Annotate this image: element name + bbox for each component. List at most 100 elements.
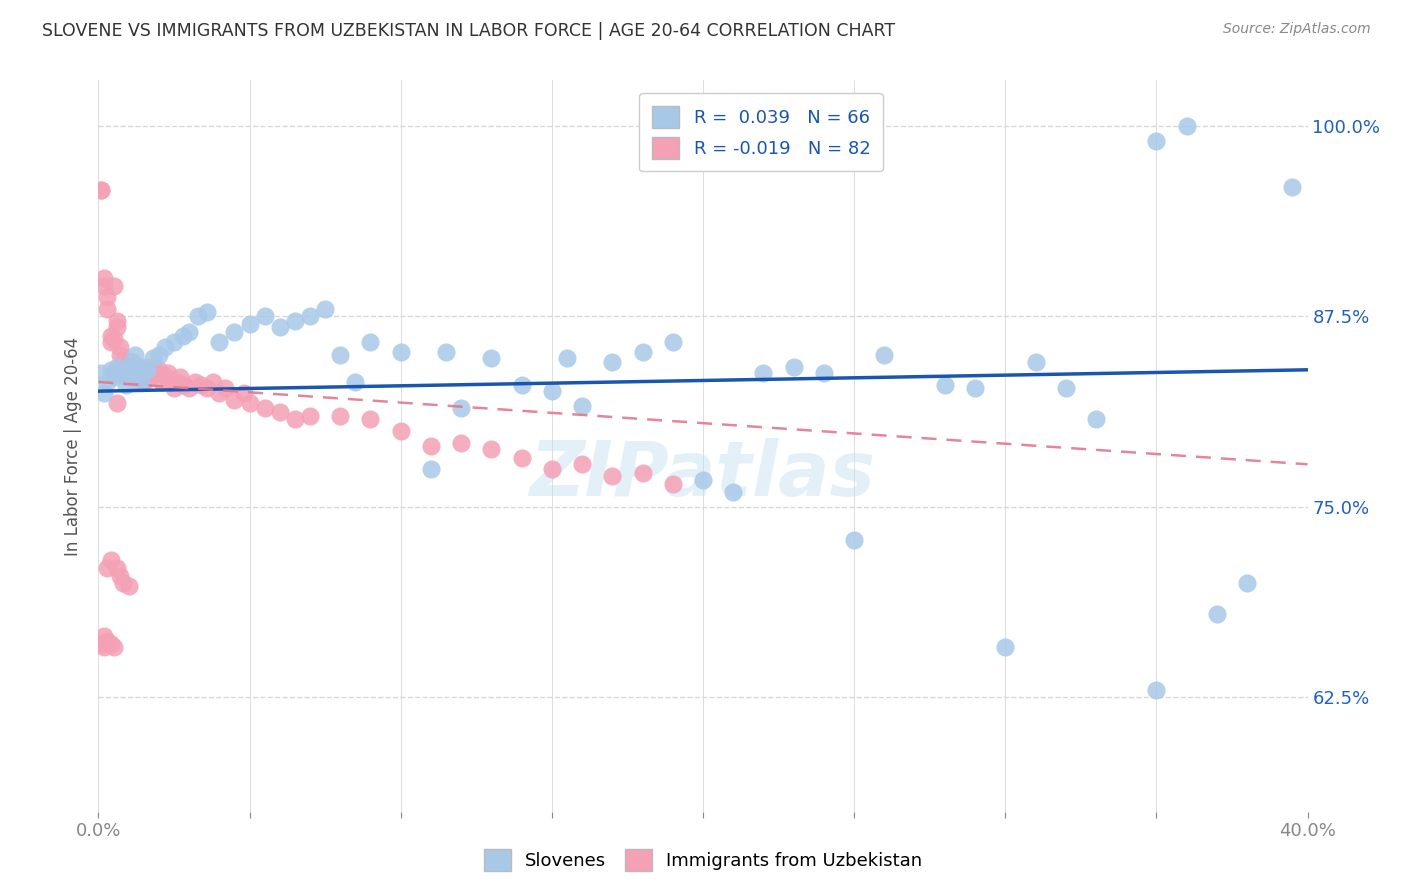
Point [253,310,276,324]
Point [195,305,218,319]
Point [208,335,231,350]
Point [239,317,262,331]
Point [127,366,149,380]
Point [127,359,149,374]
Point [190,378,212,392]
Point [90,637,112,651]
Point [135,363,157,377]
Point [284,314,307,328]
Point [873,348,896,362]
Point [105,396,128,410]
Point [602,469,624,483]
Point [96,561,118,575]
Point [121,366,143,380]
Point [965,381,987,395]
Point [239,396,262,410]
Point [299,310,322,324]
Point [752,366,775,380]
Point [114,378,136,392]
Point [571,457,593,471]
Point [132,366,155,380]
Point [108,366,131,380]
Point [844,533,866,548]
Point [142,351,165,365]
Point [208,385,231,400]
Point [329,348,352,362]
Point [1024,355,1046,369]
Point [153,368,176,383]
Point [100,363,122,377]
Point [450,436,472,450]
Point [169,370,191,384]
Point [100,637,122,651]
Point [602,355,624,369]
Point [132,359,155,374]
Point [124,363,146,377]
Point [96,301,118,316]
Point [179,381,201,395]
Point [1206,607,1229,621]
Point [163,335,186,350]
Legend: R =  0.039   N = 66, R = -0.019   N = 82: R = 0.039 N = 66, R = -0.019 N = 82 [640,93,883,171]
Point [284,411,307,425]
Point [631,344,654,359]
Text: SLOVENE VS IMMIGRANTS FROM UZBEKISTAN IN LABOR FORCE | AGE 20-64 CORRELATION CHA: SLOVENE VS IMMIGRANTS FROM UZBEKISTAN IN… [42,22,896,40]
Point [148,348,170,362]
Point [114,359,136,374]
Point [103,640,125,655]
Point [156,366,179,380]
Point [540,462,562,476]
Point [118,363,141,377]
Legend: Slovenes, Immigrants from Uzbekistan: Slovenes, Immigrants from Uzbekistan [477,842,929,879]
Point [661,477,683,491]
Point [100,335,122,350]
Point [450,401,472,415]
Y-axis label: In Labor Force | Age 20-64: In Labor Force | Age 20-64 [65,336,83,556]
Point [723,484,745,499]
Text: ZIPatlas: ZIPatlas [530,438,876,512]
Point [195,381,218,395]
Point [187,310,209,324]
Point [299,409,322,423]
Point [184,375,207,389]
Point [172,378,194,392]
Point [105,314,128,328]
Point [90,183,112,197]
Point [108,348,131,362]
Point [555,351,578,365]
Point [111,368,134,383]
Point [100,553,122,567]
Point [314,301,336,316]
Point [96,375,118,389]
Point [108,568,131,582]
Point [1085,411,1108,425]
Point [111,355,134,369]
Point [153,340,176,354]
Point [253,401,276,415]
Point [783,359,806,374]
Point [360,335,382,350]
Point [510,451,533,466]
Point [111,576,134,591]
Point [90,366,112,380]
Point [163,381,186,395]
Point [232,385,254,400]
Point [118,579,141,593]
Point [420,462,443,476]
Point [166,375,188,389]
Point [329,409,352,423]
Point [994,640,1017,655]
Point [111,363,134,377]
Point [1175,119,1198,133]
Point [93,630,115,644]
Point [114,366,136,380]
Point [224,393,246,408]
Point [813,366,835,380]
Point [93,279,115,293]
Point [692,473,714,487]
Point [96,290,118,304]
Point [1281,180,1303,194]
Point [481,351,503,365]
Point [661,335,683,350]
Point [420,439,443,453]
